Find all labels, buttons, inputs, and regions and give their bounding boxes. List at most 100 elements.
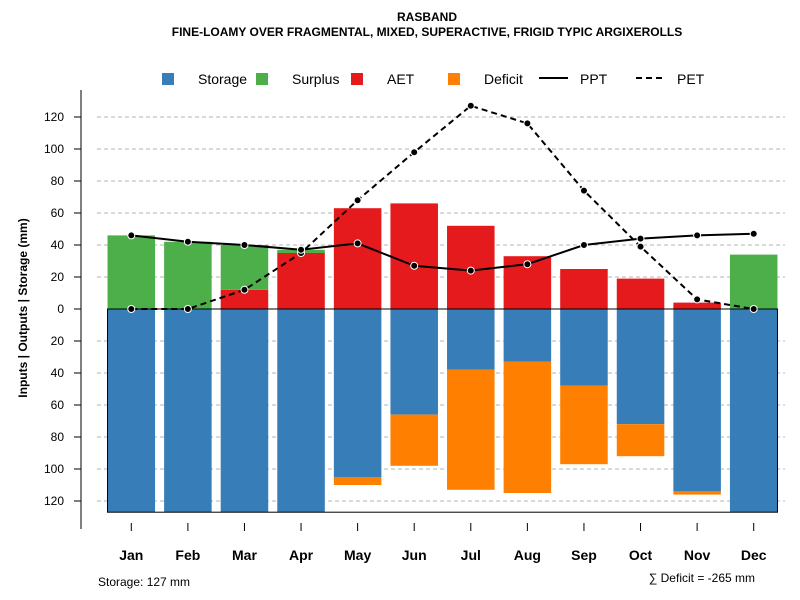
- storage-bar: [333, 309, 382, 477]
- month-label-aug: Aug: [514, 547, 541, 563]
- ppt-point: [297, 245, 306, 254]
- legend-swatch-deficit: [448, 73, 460, 85]
- month-label-may: May: [344, 547, 371, 563]
- deficit-bar: [390, 414, 438, 466]
- deficit-bar: [447, 369, 495, 490]
- pet-point: [466, 101, 475, 110]
- storage-bar: [560, 309, 608, 386]
- chart-subtitle: FINE-LOAMY OVER FRAGMENTAL, MIXED, SUPER…: [172, 25, 682, 39]
- ppt-point: [183, 237, 192, 246]
- surplus-bar: [164, 241, 212, 309]
- y-tick-label: 0: [57, 302, 64, 316]
- deficit-bar: [333, 477, 382, 485]
- aet-bar: [277, 253, 325, 309]
- storage-bar: [390, 309, 438, 415]
- month-label-dec: Dec: [741, 547, 767, 563]
- legend-label-pet: PET: [677, 71, 705, 87]
- deficit-bar: [560, 385, 608, 465]
- aet-bar: [390, 203, 438, 309]
- legend-label-surplus: Surplus: [292, 71, 339, 87]
- y-tick-label: 100: [44, 462, 64, 476]
- y-tick-label: 40: [51, 366, 65, 380]
- aet-bar: [560, 269, 608, 309]
- aet-bar: [333, 208, 382, 309]
- month-label-sep: Sep: [571, 547, 597, 563]
- storage-bar: [220, 309, 269, 513]
- aet-bar: [673, 302, 721, 309]
- ppt-point: [353, 239, 362, 248]
- bars: [107, 203, 778, 513]
- month-label-jan: Jan: [119, 547, 143, 563]
- chart-title: RASBAND: [397, 10, 457, 24]
- pet-point: [749, 305, 758, 313]
- deficit-bar: [503, 361, 552, 493]
- storage-note: Storage: 127 mm: [98, 575, 190, 589]
- month-label-jun: Jun: [402, 547, 427, 563]
- pet-point: [127, 305, 136, 313]
- ppt-point: [466, 266, 475, 275]
- surplus-bar: [220, 245, 269, 290]
- pet-point: [353, 196, 362, 205]
- storage-bar: [164, 309, 212, 513]
- month-label-mar: Mar: [232, 547, 257, 563]
- surplus-bar: [729, 254, 778, 309]
- y-tick-label: 100: [44, 142, 64, 156]
- series-lines: [127, 101, 758, 313]
- ppt-point: [127, 231, 136, 240]
- y-tick-label: 120: [44, 494, 64, 508]
- storage-bar: [277, 309, 325, 513]
- storage-bar: [673, 309, 721, 492]
- gridlines: [97, 116, 785, 502]
- pet-point: [183, 305, 192, 313]
- month-label-jul: Jul: [461, 547, 481, 563]
- ppt-point: [749, 229, 758, 238]
- legend: Storage Surplus AET Deficit PPT PET: [162, 71, 705, 87]
- month-label-oct: Oct: [629, 547, 653, 563]
- pet-point: [693, 295, 702, 304]
- storage-bar: [616, 309, 665, 425]
- deficit-bar: [616, 424, 665, 457]
- storage-bar: [503, 309, 552, 362]
- y-tick-label: 80: [51, 430, 65, 444]
- ppt-point: [523, 260, 532, 269]
- storage-bar: [107, 309, 156, 513]
- month-label-apr: Apr: [289, 547, 314, 563]
- ppt-point: [636, 234, 645, 243]
- storage-bar: [447, 309, 495, 370]
- legend-label-deficit: Deficit: [484, 71, 523, 87]
- ppt-line: [131, 232, 754, 272]
- ppt-point: [410, 261, 419, 270]
- pet-point: [636, 242, 645, 251]
- deficit-note: ∑ Deficit = -265 mm: [649, 571, 755, 585]
- y-tick-label: 80: [51, 174, 65, 188]
- legend-swatch-surplus: [256, 73, 268, 85]
- y-tick-label: 120: [44, 110, 64, 124]
- y-tick-label: 20: [51, 334, 65, 348]
- month-label-nov: Nov: [684, 547, 711, 563]
- legend-label-aet: AET: [387, 71, 415, 87]
- deficit-bar: [673, 491, 721, 495]
- pet-point: [523, 119, 532, 128]
- legend-label-ppt: PPT: [580, 71, 608, 87]
- y-tick-label: 20: [51, 270, 65, 284]
- pet-point: [579, 186, 588, 195]
- month-label-feb: Feb: [175, 547, 200, 563]
- y-tick-label: 60: [51, 206, 65, 220]
- y-tick-label: 40: [51, 238, 65, 252]
- ppt-point: [240, 241, 249, 249]
- pet-line: [131, 104, 754, 310]
- legend-label-storage: Storage: [198, 71, 247, 87]
- y-tick-label: 60: [51, 398, 65, 412]
- axes: 120 100 80 60 40 20 0 20 40 60 80 100 120 Jan Feb Mar Ap…: [44, 90, 767, 563]
- surplus-bar: [107, 235, 156, 309]
- pet-point: [410, 148, 419, 157]
- storage-bar: [729, 309, 778, 513]
- pet-point: [240, 285, 249, 294]
- y-axis-label: Inputs | Outputs | Storage (mm): [16, 218, 30, 397]
- ppt-point: [693, 231, 702, 240]
- ppt-point: [579, 241, 588, 249]
- aet-bar: [616, 278, 665, 309]
- legend-swatch-aet: [351, 73, 363, 85]
- legend-swatch-storage: [162, 73, 174, 85]
